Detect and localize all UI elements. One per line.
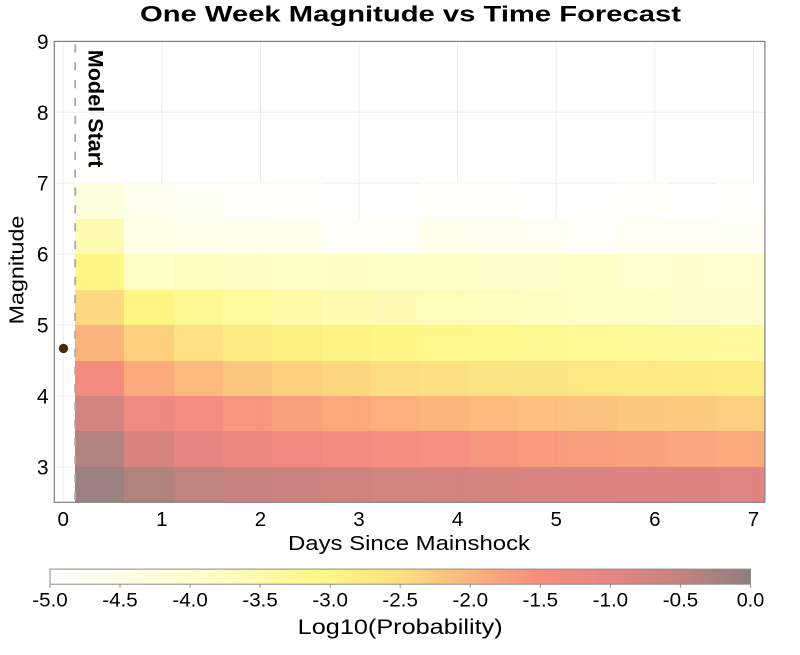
- svg-text:3: 3: [37, 456, 49, 479]
- svg-text:-3.5: -3.5: [242, 591, 278, 612]
- svg-text:0.0: 0.0: [737, 591, 765, 612]
- svg-text:0: 0: [57, 508, 68, 531]
- svg-text:-3.0: -3.0: [312, 591, 348, 612]
- svg-text:5: 5: [550, 508, 561, 531]
- svg-text:4: 4: [452, 508, 463, 531]
- svg-text:Days Since Mainshock: Days Since Mainshock: [288, 533, 531, 555]
- svg-text:Magnitude: Magnitude: [7, 216, 29, 325]
- svg-text:4: 4: [37, 386, 49, 409]
- svg-text:2: 2: [255, 508, 266, 531]
- svg-text:6: 6: [649, 508, 660, 531]
- svg-text:-0.5: -0.5: [663, 591, 699, 612]
- svg-text:-2.0: -2.0: [453, 591, 489, 612]
- svg-text:1: 1: [156, 508, 167, 531]
- svg-text:Log10(Probability): Log10(Probability): [298, 615, 503, 639]
- svg-text:-1.0: -1.0: [593, 591, 629, 612]
- svg-text:-4.5: -4.5: [102, 591, 138, 612]
- svg-text:7: 7: [748, 508, 759, 531]
- svg-text:3: 3: [353, 508, 364, 531]
- svg-text:9: 9: [37, 31, 49, 54]
- svg-text:One Week Magnitude vs Time For: One Week Magnitude vs Time Forecast: [140, 1, 682, 26]
- svg-text:-4.0: -4.0: [172, 591, 208, 612]
- svg-text:-2.5: -2.5: [382, 591, 418, 612]
- svg-text:-1.5: -1.5: [523, 591, 559, 612]
- svg-text:7: 7: [37, 173, 49, 196]
- svg-text:8: 8: [37, 102, 49, 125]
- svg-text:5: 5: [37, 315, 49, 338]
- svg-text:Model Start: Model Start: [84, 50, 107, 168]
- svg-text:6: 6: [37, 244, 49, 267]
- svg-text:-5.0: -5.0: [32, 591, 68, 612]
